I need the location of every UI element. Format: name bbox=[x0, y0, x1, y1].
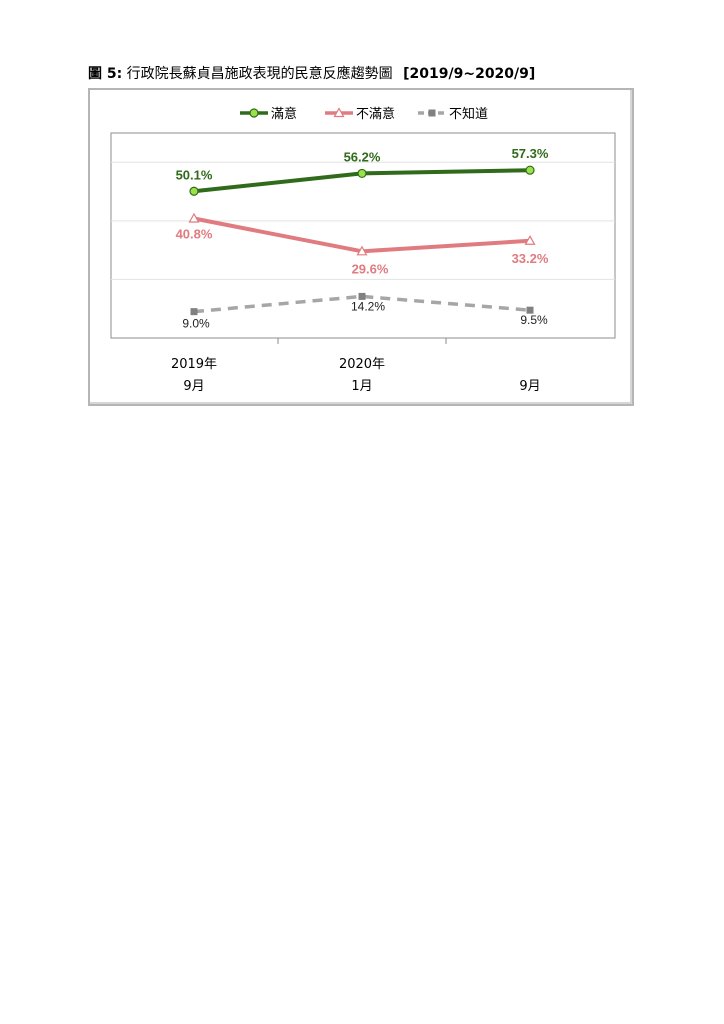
point-2-2 bbox=[526, 306, 534, 314]
data-label-2-1: 14.2% bbox=[351, 299, 385, 313]
data-label-0-1: 56.2% bbox=[344, 149, 381, 164]
point-1-1 bbox=[356, 245, 368, 256]
series-line-2 bbox=[193, 294, 531, 314]
data-label-1-1: 29.6% bbox=[352, 261, 389, 276]
point-1-0 bbox=[188, 212, 200, 223]
legend-label-2: 不知道 bbox=[449, 106, 488, 122]
x-tick-month-2: 9月 bbox=[519, 379, 540, 394]
data-label-0-2: 57.3% bbox=[512, 146, 549, 161]
data-label-1-2: 33.2% bbox=[512, 251, 549, 266]
point-0-2 bbox=[525, 165, 535, 175]
x-tick-year-0: 2019年 bbox=[171, 357, 217, 372]
legend-label-1: 不滿意 bbox=[356, 106, 395, 122]
legend-marker-0 bbox=[249, 108, 259, 118]
chart-frame bbox=[88, 88, 634, 406]
figure-number: 圖 5: bbox=[88, 66, 123, 82]
legend-marker-2 bbox=[428, 109, 436, 117]
point-0-1 bbox=[357, 168, 367, 179]
legend-label-0: 滿意 bbox=[271, 106, 297, 122]
x-tick-month-0: 9月 bbox=[183, 379, 204, 394]
data-label-2-0: 9.0% bbox=[182, 317, 210, 331]
legend-marker-1 bbox=[333, 107, 345, 118]
x-tick-month-1: 1月 bbox=[351, 379, 372, 394]
figure-range: [2019/9~2020/9] bbox=[403, 66, 536, 82]
point-2-1 bbox=[358, 292, 366, 300]
figure-title: 行政院長蘇貞昌施政表現的民意反應趨勢圖 bbox=[126, 66, 393, 82]
figure-caption: 圖 5: 行政院長蘇貞昌施政表現的民意反應趨勢圖 [2019/9~2020/9] bbox=[88, 63, 535, 83]
x-tick-year-1: 2020年 bbox=[339, 357, 385, 372]
point-0-0 bbox=[189, 186, 199, 196]
plot-area bbox=[110, 132, 616, 339]
data-label-1-0: 40.8% bbox=[176, 227, 213, 242]
point-2-0 bbox=[190, 308, 198, 316]
data-label-2-2: 9.5% bbox=[520, 313, 548, 327]
data-label-0-0: 50.1% bbox=[176, 167, 213, 182]
point-1-2 bbox=[524, 235, 536, 245]
